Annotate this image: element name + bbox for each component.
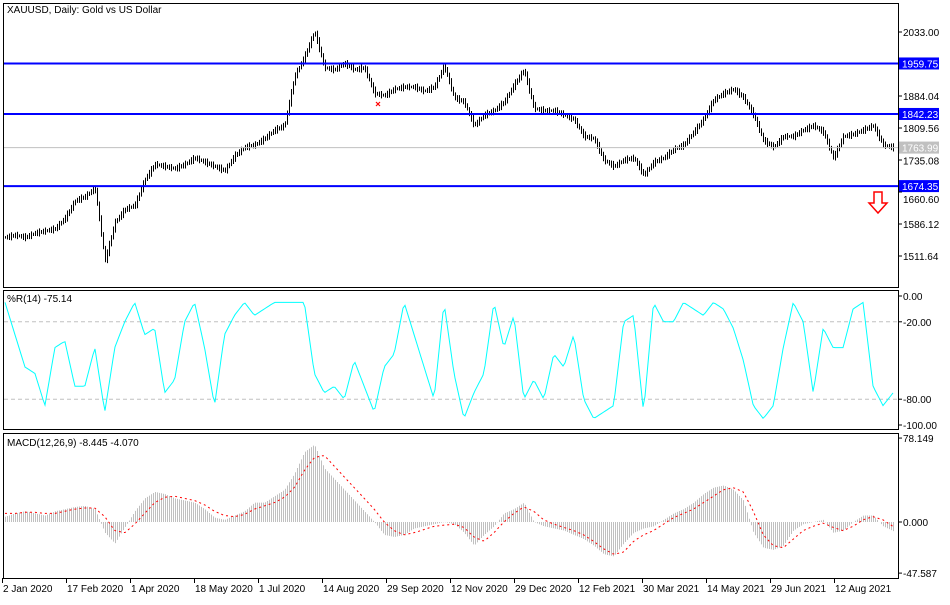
x-tick-label: 1 Jul 2020 xyxy=(259,584,306,595)
y-tick-label: 2033.00 xyxy=(903,28,940,39)
macd-tick-label: 78.149 xyxy=(903,434,934,445)
chart-title: XAUUSD, Daily: Gold vs US Dollar xyxy=(7,5,162,16)
wpr-tick-label: -100.00 xyxy=(903,421,937,432)
wpr-tick-label: -20.00 xyxy=(903,318,932,329)
y-tick-label: 1586.12 xyxy=(903,220,940,231)
level-price-tag xyxy=(899,107,939,120)
current-price-label: 1763.99 xyxy=(902,144,939,155)
price-bars xyxy=(4,30,898,264)
level-price-label: 1842.23 xyxy=(902,110,939,121)
wpr-tick-label: 0.00 xyxy=(903,292,923,303)
x-tick-label: 29 Jun 2021 xyxy=(771,584,826,595)
x-tick-label: 17 Feb 2020 xyxy=(67,584,124,595)
x-tick-label: 14 May 2021 xyxy=(707,584,765,595)
trade-marker-icon xyxy=(375,101,381,107)
x-tick-label: 12 Aug 2021 xyxy=(835,584,892,595)
x-tick-label: 12 Feb 2021 xyxy=(579,584,636,595)
macd-indicator xyxy=(5,445,894,557)
level-price-tag xyxy=(899,57,939,70)
level-price-label: 1959.75 xyxy=(902,59,939,70)
y-tick-label: 1809.56 xyxy=(903,124,940,135)
wpr-line xyxy=(4,301,894,419)
x-tick-label: 18 May 2020 xyxy=(195,584,253,595)
y-tick-label: 1660.60 xyxy=(903,195,940,206)
y-tick-label: 1511.64 xyxy=(903,252,939,263)
macd-label: MACD(12,26,9) -8.445 -4.070 xyxy=(7,438,139,449)
x-tick-label: 2 Jan 2020 xyxy=(3,584,53,595)
macd-signal-line xyxy=(5,455,894,555)
wpr-pane[interactable] xyxy=(3,290,899,430)
wpr-indicator xyxy=(4,301,898,419)
macd-tick-label: 0.000 xyxy=(903,518,928,529)
x-tick-label: 29 Sep 2020 xyxy=(387,584,444,595)
level-price-tag xyxy=(899,180,939,193)
axes: 1959.75 1842.23 1674.35 1763.99 2033.00 1884.… xyxy=(2,28,940,595)
macd-pane[interactable] xyxy=(3,433,899,579)
macd-tick-label: -47.587 xyxy=(903,569,937,580)
x-tick-label: 12 Nov 2020 xyxy=(451,584,508,595)
y-tick-label: 1735.08 xyxy=(903,157,940,168)
current-price-tag xyxy=(899,141,939,154)
x-tick-label: 14 Aug 2020 xyxy=(323,584,380,595)
y-tick-label: 1884.04 xyxy=(903,92,940,103)
main-pane[interactable] xyxy=(3,3,899,288)
down-arrow-icon xyxy=(867,191,889,215)
level-price-label: 1674.35 xyxy=(902,182,939,193)
x-tick-label: 1 Apr 2020 xyxy=(131,584,180,595)
wpr-tick-label: -80.00 xyxy=(903,395,932,406)
wpr-label: %R(14) -75.14 xyxy=(7,294,72,305)
x-tick-label: 30 Mar 2021 xyxy=(643,584,700,595)
x-tick-label: 29 Dec 2020 xyxy=(515,584,572,595)
